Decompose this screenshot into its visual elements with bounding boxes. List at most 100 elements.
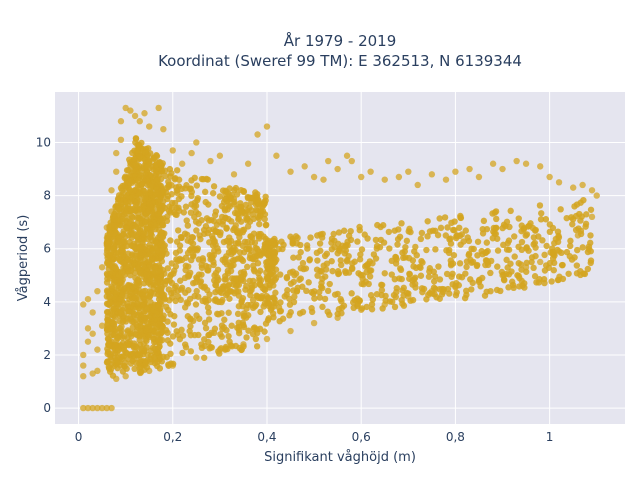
data-point — [305, 279, 312, 286]
data-point — [168, 191, 175, 198]
data-point — [588, 187, 596, 194]
data-point — [199, 297, 206, 305]
data-point — [299, 259, 307, 267]
data-point — [152, 303, 159, 310]
data-point — [123, 167, 131, 174]
data-point — [167, 209, 174, 216]
data-point — [225, 281, 233, 288]
data-point — [255, 231, 263, 238]
data-point — [508, 268, 515, 275]
data-point — [337, 261, 345, 269]
data-point — [593, 192, 600, 199]
data-point — [530, 264, 537, 272]
data-point — [365, 280, 372, 288]
data-point — [217, 345, 225, 352]
data-point — [115, 205, 123, 212]
data-point — [490, 224, 498, 232]
data-point — [334, 290, 341, 298]
data-point — [154, 176, 161, 183]
data-point — [325, 157, 332, 165]
data-point — [127, 267, 135, 275]
data-point — [104, 288, 111, 296]
data-point — [106, 223, 113, 230]
data-point — [193, 182, 201, 189]
data-point — [279, 245, 286, 253]
data-point — [334, 165, 341, 173]
data-point — [119, 182, 126, 190]
data-point — [142, 218, 149, 226]
data-point — [113, 168, 120, 175]
data-point — [151, 221, 158, 229]
data-point — [140, 314, 148, 322]
y-axis-title: Vågperiod (s) — [16, 215, 31, 302]
data-point — [418, 257, 425, 265]
data-point — [463, 291, 470, 299]
data-point — [162, 277, 170, 285]
data-point — [337, 295, 344, 303]
data-point — [141, 157, 149, 164]
data-point — [468, 245, 475, 253]
data-point — [479, 274, 486, 282]
data-point — [205, 217, 212, 224]
data-point — [343, 152, 351, 159]
data-point — [124, 308, 132, 315]
data-point — [225, 249, 233, 256]
data-point — [549, 255, 557, 262]
data-point — [414, 181, 421, 189]
data-point — [227, 342, 235, 349]
data-point — [269, 241, 277, 248]
data-point — [159, 247, 166, 254]
data-point — [320, 176, 327, 183]
data-point — [474, 252, 481, 259]
data-point — [112, 265, 120, 272]
data-point — [447, 257, 454, 264]
data-point — [258, 294, 265, 301]
data-point — [152, 263, 159, 270]
data-point — [111, 216, 118, 223]
data-point — [265, 300, 273, 307]
data-point — [474, 261, 481, 269]
data-point — [541, 267, 549, 274]
data-point — [164, 337, 172, 344]
data-point — [198, 261, 205, 268]
data-point — [299, 308, 307, 316]
data-point — [444, 224, 451, 231]
data-point — [554, 276, 562, 284]
data-point — [135, 143, 143, 150]
data-point — [453, 279, 460, 287]
data-point — [148, 289, 155, 296]
data-point — [172, 263, 180, 270]
data-point — [489, 210, 496, 217]
data-point — [381, 270, 388, 277]
data-point — [112, 289, 120, 297]
data-point — [532, 226, 539, 234]
data-point — [530, 234, 538, 241]
data-point — [112, 325, 119, 333]
data-point — [310, 173, 318, 181]
data-point — [163, 303, 170, 311]
data-point — [220, 324, 228, 331]
data-point — [244, 238, 251, 246]
data-point — [132, 135, 140, 142]
data-point — [580, 196, 587, 204]
data-point — [334, 268, 342, 275]
data-point — [418, 229, 426, 237]
data-point — [385, 228, 393, 236]
data-point — [105, 340, 113, 348]
data-point — [269, 310, 277, 317]
data-point — [406, 270, 413, 278]
data-point — [563, 248, 571, 256]
data-point — [115, 238, 122, 246]
data-point — [515, 260, 522, 267]
data-point — [393, 284, 400, 292]
data-point — [583, 211, 590, 218]
data-point — [127, 107, 134, 114]
data-point — [328, 235, 336, 243]
data-point — [142, 257, 149, 265]
data-point — [84, 404, 92, 412]
x-tick-label: 0,6 — [352, 430, 371, 444]
data-point — [175, 176, 183, 183]
data-point — [173, 167, 181, 174]
data-point — [338, 310, 345, 317]
data-point — [463, 258, 471, 265]
